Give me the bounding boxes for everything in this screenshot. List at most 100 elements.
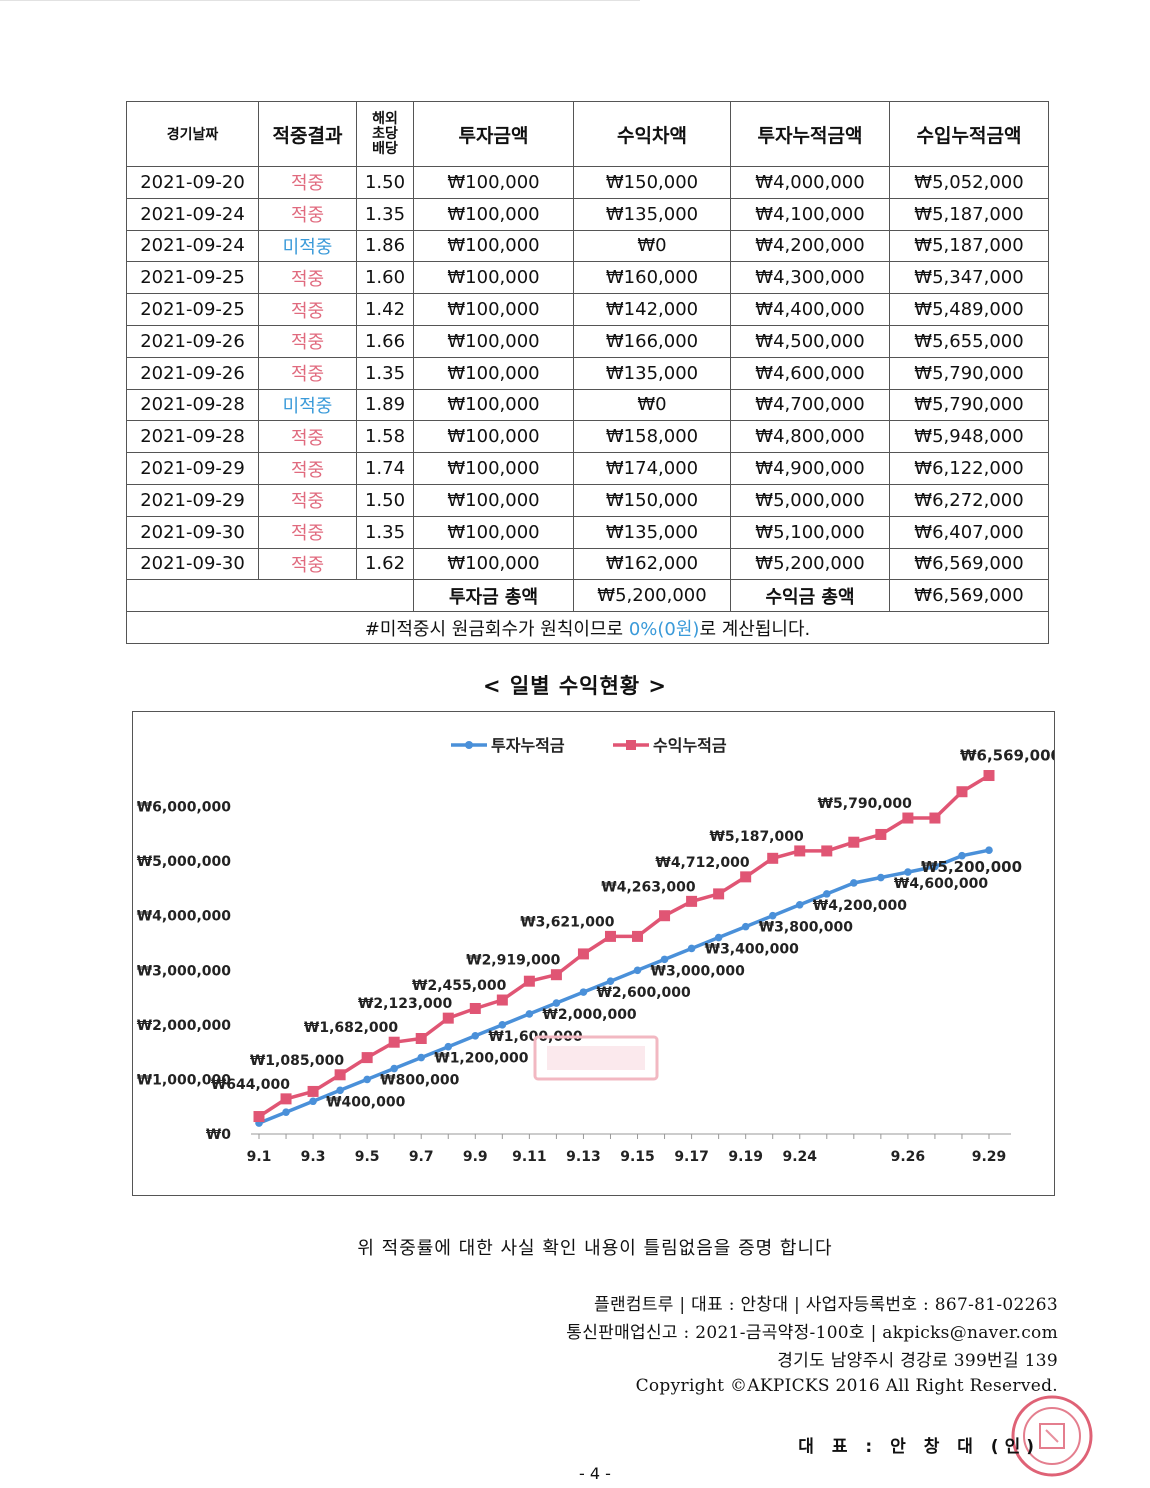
cell-date: 2021-09-28 (126, 420, 259, 454)
data-point (848, 836, 860, 848)
cell-invest-cum: ₩5,100,000 (730, 515, 890, 549)
data-point (850, 879, 858, 887)
x-tick-label: 9.26 (891, 1149, 926, 1165)
data-label: ₩4,600,000 (894, 876, 989, 892)
cell-invest: ₩100,000 (413, 356, 574, 390)
cell-invest-cum: ₩5,000,000 (730, 483, 890, 517)
cell-profit: ₩135,000 (573, 515, 731, 549)
cell-income-cum: ₩5,187,000 (889, 229, 1049, 263)
cell-invest: ₩100,000 (413, 324, 574, 358)
data-point (929, 812, 941, 824)
data-point (336, 1086, 344, 1095)
data-point (958, 851, 966, 860)
cell-income-cum: ₩6,272,000 (889, 483, 1049, 517)
cell-result: 적중 (258, 452, 357, 485)
cell-invest: ₩100,000 (413, 388, 574, 422)
x-tick-label: 9.1 (247, 1149, 272, 1165)
cell-odds: 1.60 (356, 261, 414, 295)
data-point (444, 1042, 453, 1051)
representative-signature: 대 표 : 안 창 대 (인) (798, 1437, 1040, 1457)
cell-invest-cum: ₩4,900,000 (730, 452, 890, 485)
data-point (253, 1111, 265, 1123)
cell-date: 2021-09-24 (126, 197, 259, 231)
data-label: ₩1,085,000 (250, 1053, 345, 1069)
note-row: #미적중시 원금회수가 원칙이므로 0%(0원)로 계산됩니다. (126, 611, 1049, 644)
data-point (579, 988, 588, 996)
cell-invest-cum: ₩4,200,000 (730, 229, 890, 263)
cell-odds: 1.50 (356, 166, 414, 199)
legend-label: 수익누적금 (653, 736, 727, 755)
cell-invest: ₩100,000 (413, 229, 574, 263)
table-row: 2021-09-29 적중 1.74 ₩100,000 ₩174,000 ₩4,900,0… (126, 452, 1049, 485)
cell-income-cum: ₩5,347,000 (889, 261, 1049, 295)
table-row: 2021-09-25 적중 1.60 ₩100,000 ₩160,000 ₩4,300,0… (126, 261, 1049, 295)
data-point (550, 969, 562, 981)
table-row: 2021-09-30 적중 1.62 ₩100,000 ₩162,000 ₩5,200,0… (126, 547, 1049, 581)
x-tick-label: 9.29 (972, 1149, 1007, 1165)
cell-invest-cum: ₩4,000,000 (730, 166, 890, 199)
cell-result: 적중 (258, 420, 357, 454)
note-highlight: 0%(0원) (628, 618, 700, 640)
data-point (794, 845, 806, 857)
totals-row: 투자금 총액 ₩5,200,000 수익금 총액 ₩6,569,000 (126, 579, 1049, 613)
data-label: ₩5,790,000 (818, 796, 913, 812)
cell-invest-cum: ₩4,700,000 (730, 388, 890, 422)
cell-odds: 1.58 (356, 420, 414, 454)
data-label: ₩5,187,000 (709, 829, 804, 845)
y-tick-label: ₩1,000,000 (137, 1072, 232, 1088)
data-label: ₩6,569,000 (960, 747, 1054, 765)
cell-date: 2021-09-30 (126, 547, 259, 581)
company-seal-icon (1010, 1394, 1094, 1482)
data-point (902, 812, 914, 824)
table-row: 2021-09-28 미적중 1.89 ₩100,000 ₩0 ₩4,700,000 ₩5,… (126, 388, 1049, 422)
cell-odds: 1.86 (356, 229, 414, 263)
cell-invest: ₩100,000 (413, 452, 574, 485)
chart-title: < 일별 수익현황 > (482, 674, 668, 698)
data-point (523, 975, 535, 987)
data-point (633, 966, 642, 975)
cell-result: 적중 (258, 356, 357, 390)
header-odds: 해외 초당 배당 (356, 101, 414, 167)
cell-invest: ₩100,000 (413, 515, 574, 549)
data-label: ₩2,000,000 (542, 1007, 637, 1023)
header-odds-line: 배당 (372, 140, 398, 157)
data-point (577, 948, 589, 960)
y-tick-label: ₩5,000,000 (137, 854, 232, 870)
data-point (875, 828, 887, 840)
data-label: ₩5,200,000 (921, 858, 1022, 876)
header-income-cum: 수입누적금액 (889, 101, 1049, 167)
data-point (714, 933, 723, 942)
cell-profit: ₩135,000 (573, 197, 731, 231)
cell-income-cum: ₩5,489,000 (889, 293, 1049, 326)
cell-income-cum: ₩6,569,000 (889, 547, 1049, 581)
cell-date: 2021-09-25 (126, 293, 259, 326)
data-point (363, 1075, 371, 1084)
cell-invest: ₩100,000 (413, 166, 574, 199)
data-label: ₩3,621,000 (520, 914, 615, 930)
cell-invest: ₩100,000 (413, 547, 574, 581)
cell-income-cum: ₩6,122,000 (889, 452, 1049, 485)
data-label: ₩3,000,000 (651, 963, 746, 979)
cell-income-cum: ₩5,187,000 (889, 197, 1049, 231)
cell-invest-cum: ₩4,500,000 (730, 324, 890, 358)
data-point (606, 977, 615, 985)
data-label: ₩400,000 (326, 1094, 405, 1110)
cell-result: 적중 (258, 197, 357, 231)
company-info-line: 경기도 남양주시 경강로 399번길 139 (777, 1351, 1058, 1371)
data-point (442, 1012, 454, 1024)
legend-swatch-marker (626, 740, 636, 750)
cell-date: 2021-09-25 (126, 261, 259, 295)
note-suffix: 로 계산됩니다. (699, 618, 811, 640)
x-tick-label: 9.17 (674, 1149, 709, 1165)
data-point (525, 1010, 534, 1018)
cell-result: 적중 (258, 293, 357, 326)
y-tick-label: ₩4,000,000 (137, 909, 232, 925)
cell-income-cum: ₩5,790,000 (889, 356, 1049, 390)
data-point (415, 1033, 427, 1044)
data-label: ₩2,919,000 (466, 953, 561, 969)
header-odds-line: 해외 (372, 110, 398, 127)
data-point (983, 770, 995, 782)
cell-result: 미적중 (258, 229, 357, 263)
data-label: ₩1,682,000 (304, 1020, 399, 1036)
betting-results-table: 경기날짜 적중결과 해외 초당 배당 투자금액 수익차액 투자누적금액 수입누적… (126, 101, 1049, 644)
